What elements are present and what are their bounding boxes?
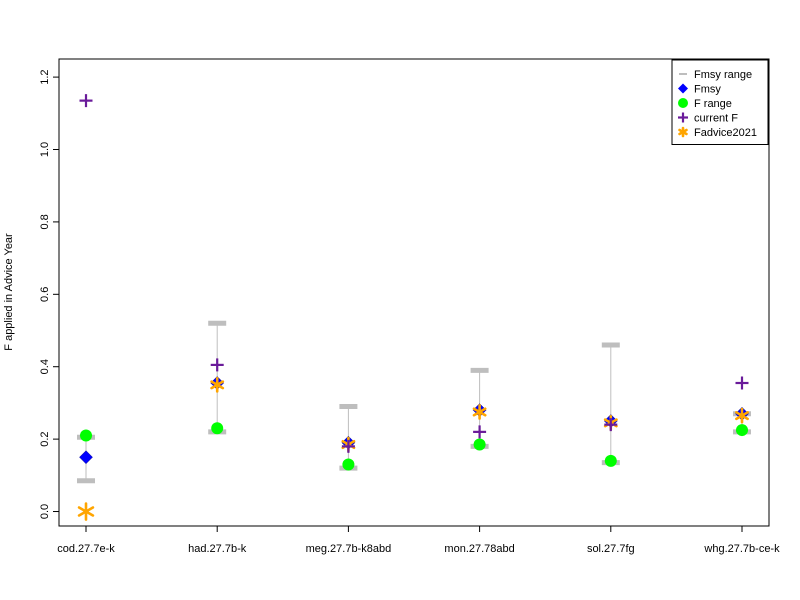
x-tick-label: meg.27.7b-k8abd: [306, 543, 392, 555]
y-tick-label: 1.2: [39, 69, 51, 84]
f-range-point: [736, 424, 748, 437]
legend-item: Fmsy range: [679, 69, 752, 81]
current-f-point: [210, 358, 224, 372]
plot-frame: [58, 58, 770, 527]
legend-marker: [678, 83, 688, 94]
f-range-point: [342, 458, 355, 471]
fmsy-range-bar: [601, 342, 620, 466]
legend-label: current F: [694, 113, 738, 125]
legend-label: Fmsy range: [694, 69, 752, 81]
data-marks: [77, 94, 751, 521]
y-tick-label: 0.0: [39, 504, 51, 519]
legend-label: F range: [694, 98, 732, 110]
f-range-point: [80, 429, 92, 442]
f-range-point: [604, 454, 617, 467]
current-f-point: [79, 94, 93, 108]
y-axis: 0.0 0.2 0.4 0.6 0.8 1.0 1.2: [39, 69, 59, 519]
fadvice2021-point: [472, 404, 487, 420]
fmsy-point: [79, 450, 93, 465]
current-f-point: [735, 376, 749, 390]
x-axis: cod.27.7e-k had.27.7b-k meg.27.7b-k8abd mon…: [57, 526, 780, 555]
x-tick-label: sol.27.7fg: [587, 543, 635, 555]
y-tick-label: 0.6: [39, 287, 51, 302]
y-tick-label: 1.0: [39, 142, 51, 157]
f-range-point: [473, 438, 486, 451]
legend-label: Fadvice2021: [694, 127, 757, 139]
legend-box: [671, 59, 769, 145]
legend-item: Fmsy: [678, 83, 721, 96]
legend-marker: [678, 126, 688, 138]
legend-label: Fmsy: [694, 84, 721, 96]
x-tick-label: had.27.7b-k: [188, 543, 247, 555]
x-tick-label: whg.27.7b-ce-k: [703, 543, 780, 555]
legend-item: F range: [678, 98, 732, 110]
legend: Fmsy range Fmsy F range current F Fadvice202…: [671, 59, 769, 145]
current-f-point: [473, 425, 487, 439]
legend-marker: [678, 98, 688, 108]
y-axis-label: F applied in Advice Year: [3, 233, 15, 351]
x-tick-label: cod.27.7e-k: [57, 543, 115, 555]
fadvice2021-point: [735, 407, 749, 424]
current-f-point: [341, 439, 355, 453]
legend-item: Fadvice2021: [678, 126, 757, 139]
legend-marker: [678, 112, 688, 123]
legend-item: current F: [678, 112, 738, 125]
y-tick-label: 0.2: [39, 431, 51, 446]
fadvice2021-point: [210, 377, 225, 393]
y-tick-label: 0.4: [39, 359, 51, 374]
x-tick-label: mon.27.78abd: [444, 543, 514, 555]
y-tick-label: 0.8: [39, 214, 51, 229]
fadvice2021-point: [77, 502, 95, 521]
f-range-point: [211, 422, 224, 435]
current-f-point: [604, 418, 618, 432]
